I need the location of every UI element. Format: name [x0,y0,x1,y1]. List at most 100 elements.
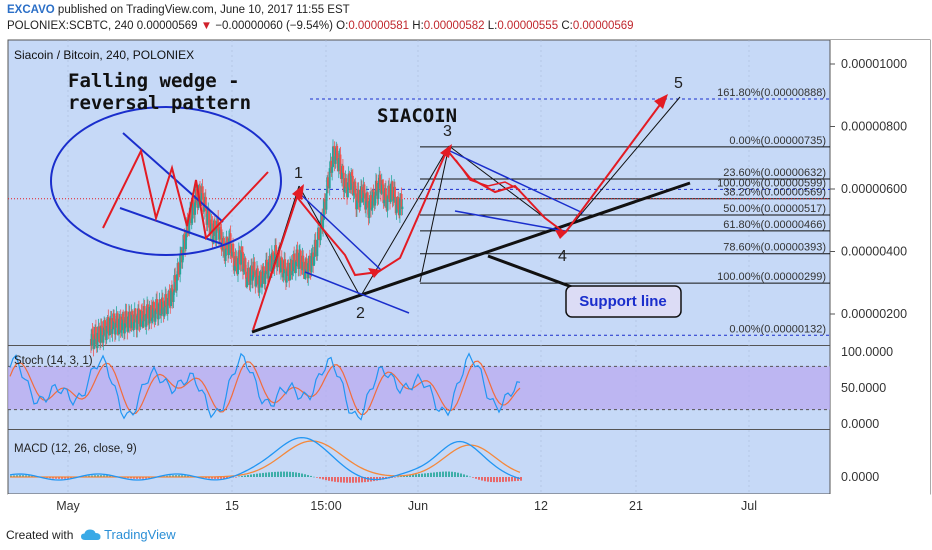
macd-histogram-bar [253,474,255,477]
candle-body [175,274,178,291]
candle-body [110,318,113,334]
candle-body [332,146,335,148]
candle-body [301,255,304,271]
candle-body [125,310,128,324]
candle-body [305,258,308,270]
macd-histogram-bar [487,477,489,482]
macd-histogram-bar [25,475,27,477]
candle-body [173,275,176,293]
macd-histogram-bar [484,477,486,482]
fib-label: 61.80%(0.00000466) [723,219,826,231]
created-with-label: Created with [6,528,74,542]
price-axis-panel[interactable] [830,40,930,494]
candle-body [360,186,363,202]
candle-body [235,256,238,267]
candle-body [183,234,186,240]
macd-histogram-bar [319,477,321,479]
candle-body [296,249,299,262]
price-pane[interactable] [8,40,830,345]
candle-body [278,249,281,268]
candle-body [330,160,333,173]
candle-body [265,259,268,271]
macd-histogram-bar [139,477,141,479]
macd-histogram-bar [490,477,492,482]
macd-histogram-bar [307,475,309,477]
candle-body [393,186,396,198]
candle-body [386,196,389,211]
macd-histogram-bar [454,472,456,477]
tradingview-brand[interactable]: TradingView [104,527,176,542]
time-tick-label: 15 [225,499,239,513]
stoch-band [8,366,830,410]
macd-histogram-bar [421,473,423,477]
time-axis-panel[interactable] [8,494,930,516]
fib-label: 23.60%(0.00000632) [723,167,826,179]
candle-body [137,308,140,324]
macd-histogram-bar [496,477,498,483]
candle-body [398,198,401,216]
candle-body [359,189,362,208]
stoch-title: Stoch (14, 3, 1) [14,355,93,367]
candle-body [102,335,105,343]
macd-histogram-bar [274,471,276,477]
candle-body [132,322,135,331]
wave-label-4: 4 [558,248,567,265]
wave-label-5: 5 [674,75,683,92]
candle-body [284,259,287,270]
candle-body [99,325,102,343]
candle-body [262,266,265,271]
candle-body [290,260,293,276]
high-value: 0.00000582 [423,20,485,32]
candle-body [282,273,285,278]
candle-body [302,255,305,262]
macd-histogram-bar [19,475,21,477]
macd-histogram-bar [514,477,516,482]
candle-body [361,198,364,202]
candle-body [258,275,261,293]
fib-label: 38.20%(0.00000569) [723,187,826,199]
axes-labels: 0.00001000 0.00000800 0.00000600 0.00000400… [56,57,907,513]
candle-body [116,313,119,328]
open-label: O: [336,20,349,32]
macd-histogram-bar [94,475,96,477]
fib-label: 100.00%(0.00000299) [717,271,826,283]
macd-histogram-bar [481,477,483,481]
candle-body [241,252,244,272]
wedge-illustration [50,106,282,256]
candle-body [224,249,227,261]
macd-histogram-bar [292,472,294,477]
support-trendline [251,181,691,334]
candle-body [192,199,195,204]
author-name[interactable]: EXCAVO [7,4,55,16]
macd-histogram-bar [67,477,69,479]
macd-histogram-bar [448,471,450,477]
macd-histogram-bar [400,476,402,477]
price-tick-label: 0.00000200 [841,307,907,321]
candle-body [134,308,137,320]
candle-body [260,283,263,287]
candle-body [341,166,344,173]
macd-histogram-bar [322,477,324,480]
candle-body [270,252,273,271]
macd-pane[interactable] [8,430,830,494]
candle-body [156,299,159,313]
macd-line [9,436,521,481]
macd-histogram-bar [13,475,15,477]
candle-body [93,339,96,349]
fib-label: 50.00%(0.00000517) [723,203,826,215]
candle-body [240,246,243,265]
candle-body [121,313,124,331]
macd-histogram-bar [133,477,135,479]
candle-body [351,175,354,196]
candle-body [151,317,154,322]
candle-body [232,243,235,252]
candle-body [146,304,149,319]
footer: Created with TradingView [6,527,176,542]
wave5-leg [564,96,681,234]
candle-body [312,256,315,266]
candle-body [389,183,392,202]
wedge2-upper [449,150,584,214]
candle-body [308,255,311,271]
support-pointer [487,254,581,292]
